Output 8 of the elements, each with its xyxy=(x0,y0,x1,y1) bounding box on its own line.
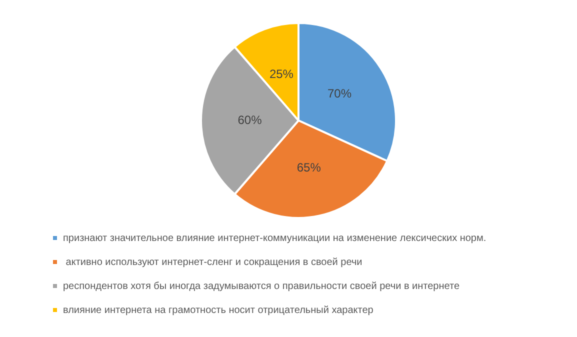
legend-label: активно используют интернет-сленг и сокращения в своей речи xyxy=(63,256,362,268)
data-label: 60% xyxy=(238,112,262,127)
data-label: 25% xyxy=(269,67,294,82)
data-label: 65% xyxy=(296,160,322,174)
data-label: 70% xyxy=(327,86,352,100)
legend-label: влияние интернета на грамотность носит отрицательный характер xyxy=(63,304,374,316)
legend-label: респондентов хотя бы иногда задумываются о правильности своей речи в интернете xyxy=(63,280,460,292)
legend-label: признают значительное влияние интернет-коммуникации на изменение лексических норм. xyxy=(63,232,486,244)
